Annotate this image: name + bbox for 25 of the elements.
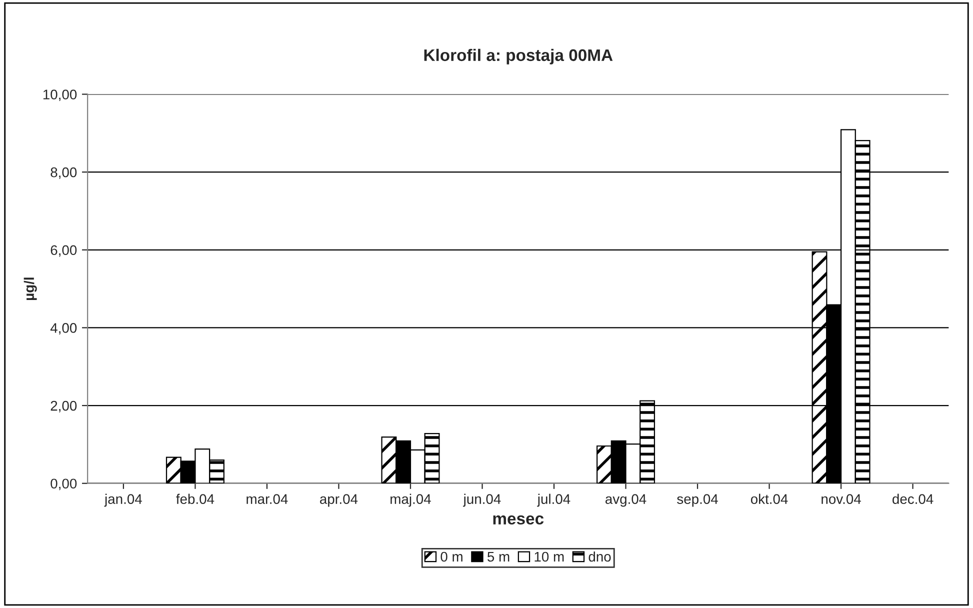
- y-tick-label: 2,00: [50, 400, 77, 412]
- y-tick-label: 0,00: [50, 478, 77, 490]
- y-tick-label: 10,00: [43, 90, 77, 102]
- legend-label: 5 m: [487, 552, 510, 562]
- y-tick-label: 8,00: [50, 167, 77, 179]
- x-axis-title: mesec: [493, 515, 544, 525]
- legend-label: 10 m: [534, 552, 564, 562]
- chart-title: Klorofil a: postaja 00MA: [424, 48, 613, 64]
- x-tick-label: okt.04: [750, 494, 788, 504]
- y-tick-label: 6,00: [50, 245, 77, 257]
- legend-label: 0 m: [440, 552, 462, 562]
- x-tick-label: feb.04: [176, 494, 214, 504]
- x-tick-label: maj.04: [390, 494, 431, 507]
- x-tick-label: sep.04: [677, 494, 718, 507]
- x-tick-label: nov.04: [822, 494, 861, 504]
- x-tick-label: avg.04: [606, 494, 646, 507]
- legend-label: dno: [588, 551, 611, 562]
- x-tick-label: dec.04: [892, 494, 934, 504]
- x-tick-label: jan.04: [104, 494, 142, 507]
- y-tick-label: 4,00: [50, 323, 77, 335]
- x-tick-label: apr.04: [320, 494, 358, 507]
- x-tick-label: jul.04: [537, 494, 570, 507]
- y-axis-title: µg/l: [24, 278, 37, 300]
- x-tick-label: mar.04: [246, 494, 288, 504]
- x-tick-label: jun.04: [462, 494, 501, 507]
